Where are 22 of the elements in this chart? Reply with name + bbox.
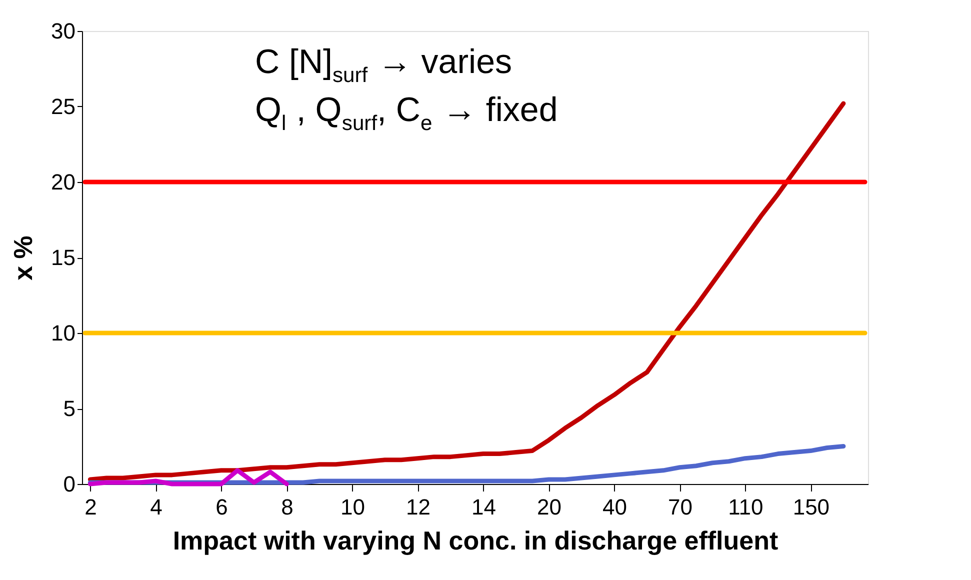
x-tick-label: 150 [792,494,830,520]
y-tick-label: 25 [51,94,76,119]
x-axis-title: Impact with varying N conc. in discharge effluent [172,526,779,556]
y-tick-label: 30 [51,18,76,44]
y-tick-label: 20 [51,170,76,194]
line-series [88,468,289,486]
x-tick-label: 8 [281,494,294,520]
y-tick-label: 0 [63,472,76,496]
x-tick-label: 10 [340,494,365,520]
x-tick-label: 2 [84,494,97,520]
x-tick-label: 6 [216,494,228,520]
x-tick-label: 70 [668,494,692,520]
y-tick-label: 5 [63,396,76,421]
y-tick-label: 15 [51,245,76,270]
x-tick-label: 4 [150,494,162,520]
x-tick-label: 14 [471,494,496,520]
x-tick-label: 110 [728,494,764,520]
y-tick-label: 10 [51,320,76,346]
x-tick-label: 20 [536,494,562,520]
x-tick-label: 12 [406,494,430,520]
x-tick-label: 40 [602,494,627,520]
y-axis-title: x % [8,236,38,280]
